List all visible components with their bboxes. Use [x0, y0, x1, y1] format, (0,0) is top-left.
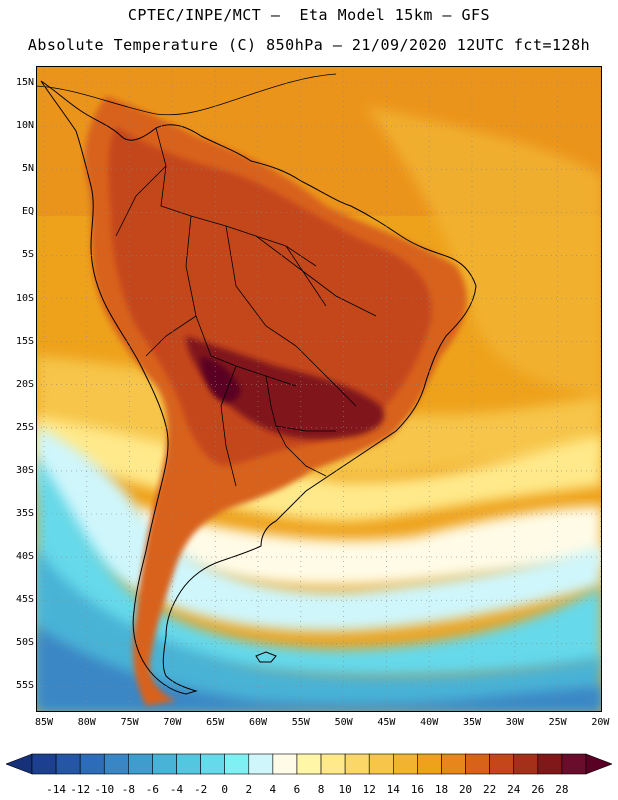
colorbar-segment [561, 753, 587, 775]
colorbar-segment [200, 753, 225, 775]
colorbar-tick: -4 [169, 783, 184, 796]
lat-label: 10N [15, 120, 34, 132]
lon-label: 65W [206, 717, 225, 728]
colorbar-tick: -12 [70, 783, 91, 796]
colorbar-tick: 2 [245, 783, 253, 796]
colorbar-tick: 14 [386, 783, 400, 796]
colorbar-tick: -2 [193, 783, 208, 796]
country-borders [115, 127, 377, 487]
colorbar-tick: 22 [483, 783, 497, 796]
colorbar-tick: 26 [531, 783, 545, 796]
colorbar-tick: 6 [293, 783, 301, 796]
lon-label: 55W [291, 717, 310, 728]
band-cyan [36, 456, 602, 678]
colorbar-high-arrow [585, 753, 612, 775]
colorbar-segment [248, 753, 274, 775]
colorbar-segment [128, 753, 153, 775]
colorbar-tick: -10 [94, 783, 115, 796]
colorbar-tick: 28 [555, 783, 569, 796]
lat-label: 15S [15, 335, 34, 347]
lon-label: 20W [591, 717, 610, 728]
band-midblue [36, 546, 602, 712]
lat-label: 35S [15, 508, 34, 519]
colorbar-tick: 0 [221, 783, 228, 796]
colorbar-tick: -14 [46, 783, 67, 796]
south-america-coastline [40, 80, 477, 695]
colorbar-segment [489, 753, 515, 775]
colorbar-tick: -8 [121, 783, 135, 796]
lon-label: 70W [163, 717, 182, 728]
colorbar-tick: 12 [362, 783, 376, 796]
lat-label: 5S [21, 249, 34, 261]
lat-label: 15N [15, 77, 34, 88]
land-core [200, 356, 241, 403]
lon-label: 45W [377, 717, 396, 728]
colorbar-segment [393, 753, 418, 775]
band-lightyellow [36, 416, 602, 522]
band-lightcyan [36, 426, 602, 632]
colorbar-segment [103, 753, 129, 775]
lat-label: 30S [15, 464, 34, 476]
islands-falklands [255, 651, 277, 663]
colorbar-tick: 8 [317, 783, 325, 796]
colorbar-segment [537, 753, 563, 775]
colorbar-segment [224, 753, 250, 775]
lat-label: 55S [15, 680, 34, 692]
lon-label: 25W [548, 717, 567, 728]
lat-label: 20S [15, 378, 34, 390]
colorbar-segment [368, 753, 394, 775]
colorbar-segment [296, 753, 322, 775]
lon-label: 35W [462, 717, 482, 728]
colorbar-segment [55, 753, 81, 775]
colorbar-segment [320, 753, 346, 775]
lat-label: 5N [21, 163, 34, 175]
title-line-2: Absolute Temperature (C) 850hPa – 21/09/… [27, 36, 591, 54]
lat-label: EQ [21, 206, 34, 218]
title-line-1: CPTEC/INPE/MCT – Eta Model 15km – GFS [127, 6, 491, 24]
colorbar-segment [79, 753, 105, 775]
colorbar-tick: 18 [434, 783, 449, 796]
colorbar-tick: 20 [458, 783, 473, 796]
lon-label: 80W [77, 717, 96, 728]
land-hottest [186, 336, 385, 440]
lon-label: 40W [420, 717, 439, 728]
colorbar-tick: 16 [410, 783, 425, 796]
colorbar-segment [176, 753, 201, 775]
land-hot [108, 126, 432, 466]
caribbean-coast [36, 73, 337, 116]
lat-label: 25S [15, 421, 34, 433]
colorbar-tick: 24 [507, 783, 521, 796]
colorbar-tick: 4 [269, 783, 277, 796]
colorbar-segment [441, 753, 466, 775]
band-deepblue [36, 626, 602, 712]
lat-label: 40S [15, 551, 34, 563]
lat-label: 10S [15, 292, 34, 304]
colorbar-segment [31, 753, 57, 775]
band-yellow-east [366, 106, 602, 396]
lon-label: 30W [505, 717, 524, 728]
colorbar-segment [344, 753, 370, 775]
colorbar-segment [465, 753, 490, 775]
colorbar-segment [272, 753, 298, 775]
colorbar-tick: 10 [338, 783, 352, 796]
map-frame [36, 66, 602, 712]
colorbar-tick: -6 [145, 783, 160, 796]
lat-label: 50S [15, 637, 34, 649]
colorbar [6, 753, 612, 775]
map-canvas [36, 66, 602, 712]
colorbar-low-arrow [6, 753, 33, 775]
lat-label: 45S [15, 594, 34, 606]
lon-label: 50W [334, 717, 353, 728]
lon-label: 60W [248, 717, 268, 728]
colorbar-segment [152, 753, 177, 775]
colorbar-segment [513, 753, 539, 775]
temperature-map [36, 66, 602, 712]
band-cream [136, 506, 602, 586]
lon-label: 75W [120, 717, 139, 728]
lon-label: 85W [34, 717, 54, 728]
colorbar-segment [417, 753, 442, 775]
